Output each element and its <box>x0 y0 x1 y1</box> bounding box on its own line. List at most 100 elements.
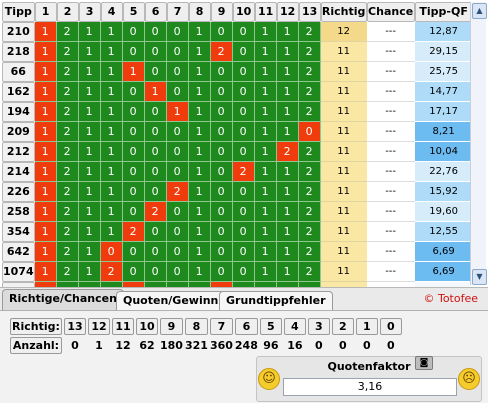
tipp-result-cell: 0 <box>232 82 255 102</box>
richtig-cell: 11 <box>320 82 367 102</box>
col-header-game[interactable]: 2 <box>56 2 79 22</box>
tipp-number-cell[interactable]: 218 <box>2 42 35 62</box>
tipp-result-cell: 0 <box>232 22 255 42</box>
tipp-result-cell: 0 <box>210 102 233 122</box>
tipp-result-cell: 1 <box>276 262 299 282</box>
col-header-game[interactable]: 8 <box>188 2 211 22</box>
col-header-game[interactable]: 12 <box>276 2 299 22</box>
table-row[interactable]: 226 1 2 1 1 0 0 2 1 0 0 1 1 2 11 --- 15,92 <box>2 182 473 202</box>
tipp-result-cell: 1 <box>78 102 101 122</box>
col-header-game[interactable]: 1 <box>34 2 57 22</box>
col-header-game[interactable]: 5 <box>122 2 145 22</box>
table-row[interactable]: 642 1 2 1 0 0 0 0 1 0 0 1 1 2 11 --- 6,69 <box>2 242 473 262</box>
tipp-result-cell: 0 <box>210 202 233 222</box>
table-row[interactable]: 214 1 2 1 1 0 0 0 1 0 2 1 1 2 11 --- 22,76 <box>2 162 473 182</box>
tipp-number-cell[interactable]: 212 <box>2 142 35 162</box>
col-header-chance[interactable]: Chance <box>366 2 415 22</box>
table-row[interactable]: 209 1 2 1 1 0 0 0 1 0 0 1 1 0 11 --- 8,21 <box>2 122 473 142</box>
tipp-result-cell: 0 <box>166 42 189 62</box>
tipp-result-cell: 1 <box>100 82 123 102</box>
col-header-tipp[interactable]: Tipp <box>2 2 35 22</box>
tipp-result-cell: 2 <box>144 202 167 222</box>
col-header-game[interactable]: 6 <box>144 2 167 22</box>
col-header-tipp-qf[interactable]: Tipp-QF <box>414 2 473 22</box>
smiley-happy-icon[interactable]: ☺ <box>258 368 280 390</box>
vertical-scrollbar[interactable]: ▲ ▼ <box>470 2 487 285</box>
table-row[interactable]: 66 1 2 1 1 1 0 0 1 0 0 1 1 2 11 --- 25,75 <box>2 62 473 82</box>
tipp-result-cell: 1 <box>34 82 57 102</box>
tipp-result-cell: 0 <box>210 82 233 102</box>
tipp-result-cell: 1 <box>276 62 299 82</box>
copyright-label: © Totofee <box>423 292 478 305</box>
tipp-number-cell[interactable]: 258 <box>2 202 35 222</box>
table-row[interactable]: 162 1 2 1 1 0 1 0 1 0 0 1 1 2 11 --- 14,77 <box>2 82 473 102</box>
tipp-result-cell: 1 <box>78 162 101 182</box>
quotenfaktor-box: Quotenfaktor 3,16 <box>256 356 482 402</box>
tab-richtige-chancen[interactable]: Richtige/Chancen <box>2 289 124 310</box>
tipp-result-cell: 2 <box>100 262 123 282</box>
tipp-number-cell[interactable]: 210 <box>2 22 35 42</box>
tipp-result-cell: 2 <box>298 162 321 182</box>
table-row[interactable]: 354 1 2 1 1 2 0 0 1 0 0 1 1 2 11 --- 12,55 <box>2 222 473 242</box>
camera-icon[interactable]: ◙ <box>415 356 433 370</box>
tipp-result-cell: 1 <box>144 82 167 102</box>
tipp-result-cell: 2 <box>56 82 79 102</box>
tipp-number-cell[interactable]: 162 <box>2 82 35 102</box>
tipp-qf-cell: 19,60 <box>414 202 473 222</box>
richtig-level: 2 <box>331 318 354 335</box>
tipp-result-cell: 0 <box>122 202 145 222</box>
tipp-result-cell: 1 <box>34 122 57 142</box>
col-header-game[interactable]: 3 <box>78 2 101 22</box>
tipp-number-cell[interactable]: 1074 <box>2 262 35 282</box>
col-header-game[interactable]: 4 <box>100 2 123 22</box>
tipp-result-cell: 1 <box>188 102 211 122</box>
arrow-up-icon[interactable]: ▲ <box>472 3 487 19</box>
chance-cell: --- <box>366 202 415 222</box>
arrow-down-icon[interactable]: ▼ <box>472 269 487 285</box>
col-header-game[interactable]: 7 <box>166 2 189 22</box>
tipp-result-cell: 1 <box>34 162 57 182</box>
tipp-number-cell[interactable]: 194 <box>2 102 35 122</box>
tipp-result-cell: 1 <box>100 162 123 182</box>
table-row[interactable]: 194 1 2 1 1 0 0 1 1 0 0 1 1 2 11 --- 17,17 <box>2 102 473 122</box>
tipp-number-cell[interactable]: 66 <box>2 62 35 82</box>
col-header-game[interactable]: 10 <box>232 2 255 22</box>
tipp-number-cell[interactable]: 209 <box>2 122 35 142</box>
tipp-result-cell: 0 <box>144 102 167 122</box>
chance-cell: --- <box>366 162 415 182</box>
tipp-result-cell: 0 <box>232 122 255 142</box>
tipp-result-cell: 1 <box>188 142 211 162</box>
tipp-qf-cell: 12,55 <box>414 222 473 242</box>
table-row[interactable]: 218 1 2 1 1 0 0 0 1 2 0 1 1 2 11 --- 29,15 <box>2 42 473 62</box>
table-row[interactable]: 210 1 2 1 1 0 0 0 1 0 0 1 1 2 12 --- 12,87 <box>2 22 473 42</box>
tab-quoten-gewinn[interactable]: Quoten/Gewinn <box>116 291 226 310</box>
table-body: 210 1 2 1 1 0 0 0 1 0 0 1 1 2 12 --- 12,87 218 1 2 1 1 0 0 0 1 2 0 1… <box>2 22 473 302</box>
tipp-number-cell[interactable]: 226 <box>2 182 35 202</box>
tipp-result-cell: 0 <box>144 162 167 182</box>
tipp-result-cell: 2 <box>56 162 79 182</box>
col-header-game[interactable]: 9 <box>210 2 233 22</box>
tipp-result-cell: 2 <box>56 22 79 42</box>
tipp-result-cell: 1 <box>254 222 277 242</box>
smiley-sad-icon[interactable]: ☹ <box>458 368 480 390</box>
table-row[interactable]: 1074 1 2 1 2 0 0 0 1 0 0 1 1 2 11 --- 6,69 <box>2 262 473 282</box>
chance-cell: --- <box>366 222 415 242</box>
tipp-result-cell: 2 <box>56 62 79 82</box>
table-row[interactable]: 258 1 2 1 1 0 2 0 1 0 0 1 1 2 11 --- 19,60 <box>2 202 473 222</box>
tipp-number-cell[interactable]: 214 <box>2 162 35 182</box>
tipp-number-cell[interactable]: 354 <box>2 222 35 242</box>
tipp-result-cell: 0 <box>122 262 145 282</box>
tipp-number-cell[interactable]: 642 <box>2 242 35 262</box>
richtig-cell: 11 <box>320 62 367 82</box>
col-header-game[interactable]: 11 <box>254 2 277 22</box>
tipp-result-cell: 0 <box>166 222 189 242</box>
table-row[interactable]: 212 1 2 1 1 0 0 0 1 0 0 1 2 2 11 --- 10,04 <box>2 142 473 162</box>
col-header-richtig[interactable]: Richtig <box>320 2 367 22</box>
col-header-game[interactable]: 13 <box>298 2 321 22</box>
tipp-result-cell: 1 <box>78 62 101 82</box>
tipp-result-cell: 0 <box>232 222 255 242</box>
tab-grundtippfehler[interactable]: Grundtippfehler <box>219 291 333 310</box>
tipp-result-cell: 1 <box>122 62 145 82</box>
tipp-result-cell: 0 <box>232 62 255 82</box>
tipp-qf-cell: 15,92 <box>414 182 473 202</box>
